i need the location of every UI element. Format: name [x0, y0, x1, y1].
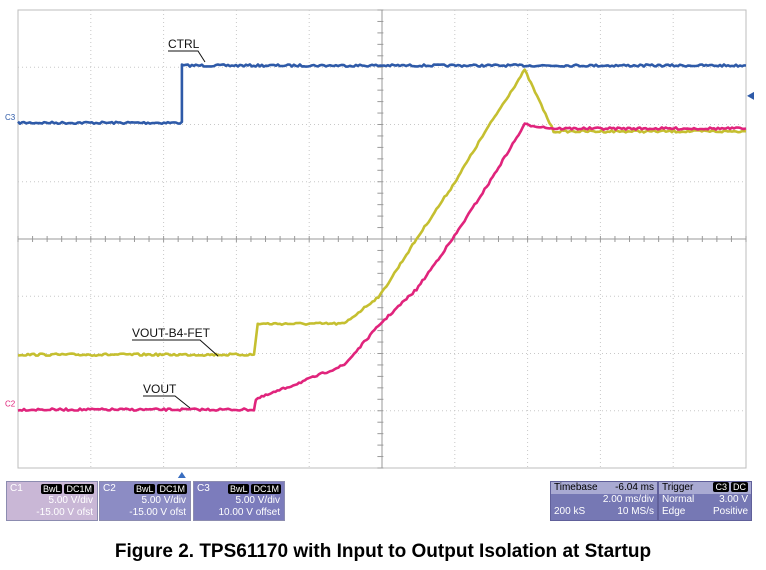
trigger-slope: Positive	[712, 506, 748, 517]
trace-label-vout-b4-fet: VOUT-B4-FET	[132, 326, 211, 340]
channel-c3-offset: 10.00 V offset	[218, 507, 280, 518]
channel-c2-panel[interactable]: C2 BwL DC1M 5.00 V/div -15.00 V ofst	[99, 481, 191, 521]
channel-c1-header: C1 BwL DC1M	[7, 482, 97, 495]
channel-c1-vdiv: 5.00 V/div	[48, 495, 93, 506]
trigger-label: Trigger	[662, 482, 694, 493]
trace-vout	[17, 122, 747, 412]
trace-label-vout: VOUT	[143, 382, 177, 396]
plot-markers: C3 C2	[5, 91, 754, 478]
channel-c3-panel[interactable]: C3 BwL DC1M 5.00 V/div 10.00 V offset	[193, 481, 285, 521]
trace-vout-b4-fet	[17, 68, 747, 358]
oscilloscope-plot: CTRL VOUT-B4-FET VOUT C3 C2	[5, 9, 754, 478]
timebase-sample-row: 200 kS 10 MS/s	[551, 506, 657, 518]
trace-label-ctrl: CTRL	[168, 37, 200, 51]
channel-c1-coupling-tag: DC1M	[64, 483, 94, 494]
plot-traces	[17, 63, 747, 412]
trigger-position-marker	[177, 472, 186, 478]
channel-c1-name: C1	[10, 482, 23, 494]
trigger-panel[interactable]: Trigger C3 DC Normal 3.00 V Edge Positive	[658, 481, 752, 521]
trigger-level: 3.00 V	[719, 494, 748, 505]
channel-c3-vdiv: 5.00 V/div	[235, 495, 280, 506]
plot-grid	[17, 9, 747, 469]
trigger-level-marker	[747, 91, 754, 100]
channel-c2-coupling-tag: DC1M	[157, 483, 187, 494]
timebase-div: 2.00 ms/div	[602, 494, 654, 505]
channel-c3-name: C3	[197, 482, 210, 494]
channel-c1-panel[interactable]: C1 BwL DC1M 5.00 V/div -15.00 V ofst	[6, 481, 98, 521]
timebase-panel[interactable]: Timebase -6.04 ms 2.00 ms/div 200 kS 10 …	[550, 481, 658, 521]
marker-c3-label: C3	[5, 113, 16, 122]
trace-label-leader	[168, 50, 206, 63]
timebase-label: Timebase	[554, 482, 598, 493]
figure-caption: Figure 2. TPS61170 with Input to Output …	[114, 541, 652, 562]
trigger-channel-tag: C3	[713, 482, 729, 492]
timebase-header: Timebase -6.04 ms	[551, 482, 657, 494]
channel-c1-offset: -15.00 V ofst	[36, 507, 93, 518]
trace-label-leader	[132, 339, 219, 357]
plot-trace-labels: CTRL VOUT-B4-FET VOUT	[132, 37, 219, 409]
trigger-mode-row: Normal 3.00 V	[659, 494, 751, 506]
marker-c2-label: C2	[5, 400, 16, 409]
channel-c2-name: C2	[103, 482, 116, 494]
channel-c3-coupling-tag: DC1M	[251, 483, 281, 494]
trace-ctrl	[17, 63, 747, 125]
trigger-header: Trigger C3 DC	[659, 482, 751, 494]
trigger-type: Edge	[662, 506, 686, 517]
channel-c2-offset: -15.00 V ofst	[129, 507, 186, 518]
channel-c2-bw-tag: BwL	[133, 483, 156, 494]
channel-c2-header: C2 BwL DC1M	[100, 482, 190, 495]
timebase-value: -6.04 ms	[615, 482, 654, 493]
timebase-div-row: 2.00 ms/div	[551, 494, 657, 506]
channel-c2-vdiv: 5.00 V/div	[141, 495, 186, 506]
trace-label-leader	[143, 395, 191, 409]
channel-c3-bw-tag: BwL	[227, 483, 250, 494]
trigger-type-row: Edge Positive	[659, 506, 751, 518]
channel-c1-bw-tag: BwL	[40, 483, 63, 494]
trigger-mode: Normal	[662, 494, 695, 505]
channel-c3-header: C3 BwL DC1M	[194, 482, 284, 495]
timebase-samples: 200 kS	[554, 506, 586, 517]
timebase-rate: 10 MS/s	[617, 506, 654, 517]
trigger-coupling-tag: DC	[731, 482, 748, 492]
